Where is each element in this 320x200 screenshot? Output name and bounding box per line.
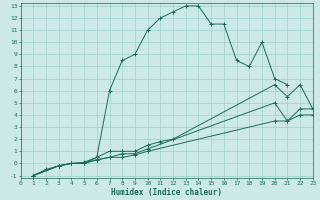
- X-axis label: Humidex (Indice chaleur): Humidex (Indice chaleur): [111, 188, 222, 197]
